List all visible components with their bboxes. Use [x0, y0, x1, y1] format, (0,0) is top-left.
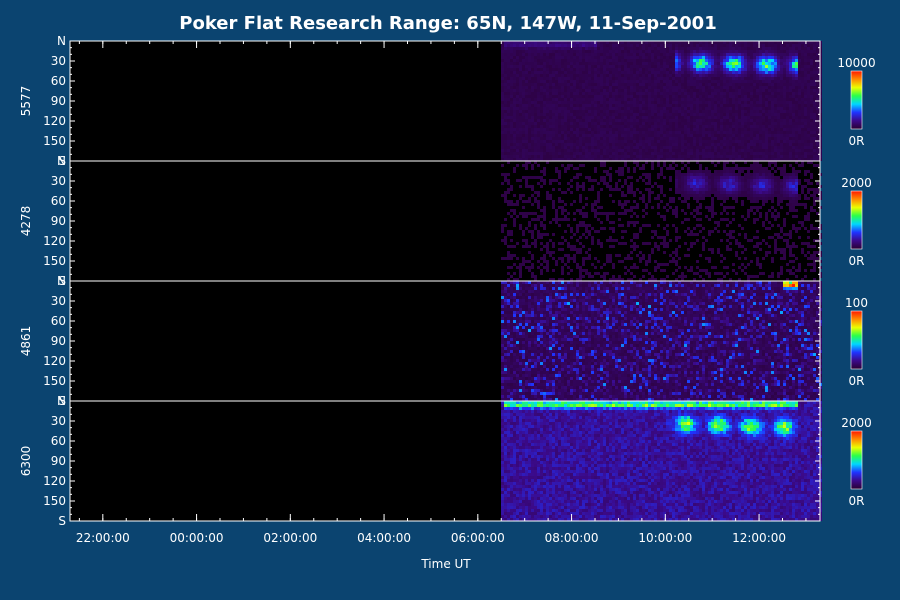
x-axis: 22:00:00 00:00:00 02:00:00 04:00:00 06:00:00…	[76, 41, 807, 545]
y-tick-label: 150	[43, 134, 66, 148]
y-tick-label: 120	[43, 474, 66, 488]
y-tick-label: N	[57, 34, 66, 48]
panel-5577: N 30 60 90 120 150 S 5577 10000 0R	[19, 34, 876, 168]
y-tick-label: S	[58, 514, 66, 528]
x-tick-label: 22:00:00	[76, 531, 130, 545]
y-tick-label: 150	[43, 374, 66, 388]
keogram-panels: N 30 60 90 120 150 S 5577 10000 0R N 30 60 90 120 150 S 4…	[19, 34, 876, 528]
x-tick-label: 12:00:00	[732, 531, 786, 545]
colorbar-min-label: 0R	[849, 494, 865, 508]
x-tick-label: 00:00:00	[170, 531, 224, 545]
y-tick-label: 150	[43, 494, 66, 508]
y-tick-label: S	[58, 274, 66, 288]
panel-6300: N 30 60 90 120 150 S 6300 2000 0R	[19, 394, 872, 528]
panel-image-4278	[501, 161, 822, 281]
x-axis-label: Time UT	[420, 557, 471, 571]
y-tick-label: 60	[51, 74, 66, 88]
y-tick-label: 30	[51, 414, 66, 428]
colorbar-max-label: 100	[845, 296, 868, 310]
y-tick-label: 60	[51, 194, 66, 208]
y-tick-label: 150	[43, 254, 66, 268]
y-tick-label: 120	[43, 354, 66, 368]
y-axis-6300: N 30 60 90 120 150 S	[43, 394, 820, 528]
x-tick-label: 04:00:00	[357, 531, 411, 545]
y-tick-label: N	[57, 154, 66, 168]
x-tick-label: 06:00:00	[451, 531, 505, 545]
colorbar-max-label: 2000	[841, 416, 872, 430]
colorbar-max-label: 10000	[837, 56, 875, 70]
colorbar-min-label: 0R	[849, 254, 865, 268]
panel-image-6300	[501, 401, 822, 521]
y-tick-label: S	[58, 394, 66, 408]
y-tick-label: 90	[51, 454, 66, 468]
y-tick-label: N	[57, 394, 66, 408]
y-tick-label: 90	[51, 94, 66, 108]
y-tick-label: 30	[51, 294, 66, 308]
y-tick-label: 120	[43, 234, 66, 248]
panel-image-4861	[501, 281, 822, 401]
panel-wavelength-label: 4278	[19, 206, 33, 237]
panel-image-5577	[501, 41, 822, 161]
y-tick-label: 90	[51, 214, 66, 228]
panel-wavelength-label: 5577	[19, 86, 33, 117]
panel-4278: N 30 60 90 120 150 S 4278 2000 0R	[19, 154, 872, 288]
panel-4861: N 30 60 90 120 150 S 4861 100 0R	[19, 274, 868, 408]
y-tick-label: S	[58, 154, 66, 168]
x-tick-label: 08:00:00	[545, 531, 599, 545]
y-tick-label: 120	[43, 114, 66, 128]
colorbar-6300	[850, 430, 863, 490]
panel-wavelength-label: 6300	[19, 446, 33, 477]
chart-title: Poker Flat Research Range: 65N, 147W, 11…	[179, 13, 716, 34]
colorbar-4278	[850, 190, 863, 250]
y-tick-label: N	[57, 274, 66, 288]
y-tick-label: 30	[51, 174, 66, 188]
colorbar-4861	[850, 310, 863, 370]
colorbar-min-label: 0R	[849, 134, 865, 148]
y-tick-label: 60	[51, 314, 66, 328]
y-tick-label: 30	[51, 54, 66, 68]
y-axis-4861: N 30 60 90 120 150 S	[43, 274, 820, 408]
colorbar-5577	[850, 70, 863, 130]
y-tick-label: 90	[51, 334, 66, 348]
colorbar-max-label: 2000	[841, 176, 872, 190]
y-axis-4278: N 30 60 90 120 150 S	[43, 154, 820, 288]
panel-wavelength-label: 4861	[19, 326, 33, 357]
y-tick-label: 60	[51, 434, 66, 448]
x-tick-label: 02:00:00	[263, 531, 317, 545]
colorbar-min-label: 0R	[849, 374, 865, 388]
x-tick-label: 10:00:00	[638, 531, 692, 545]
